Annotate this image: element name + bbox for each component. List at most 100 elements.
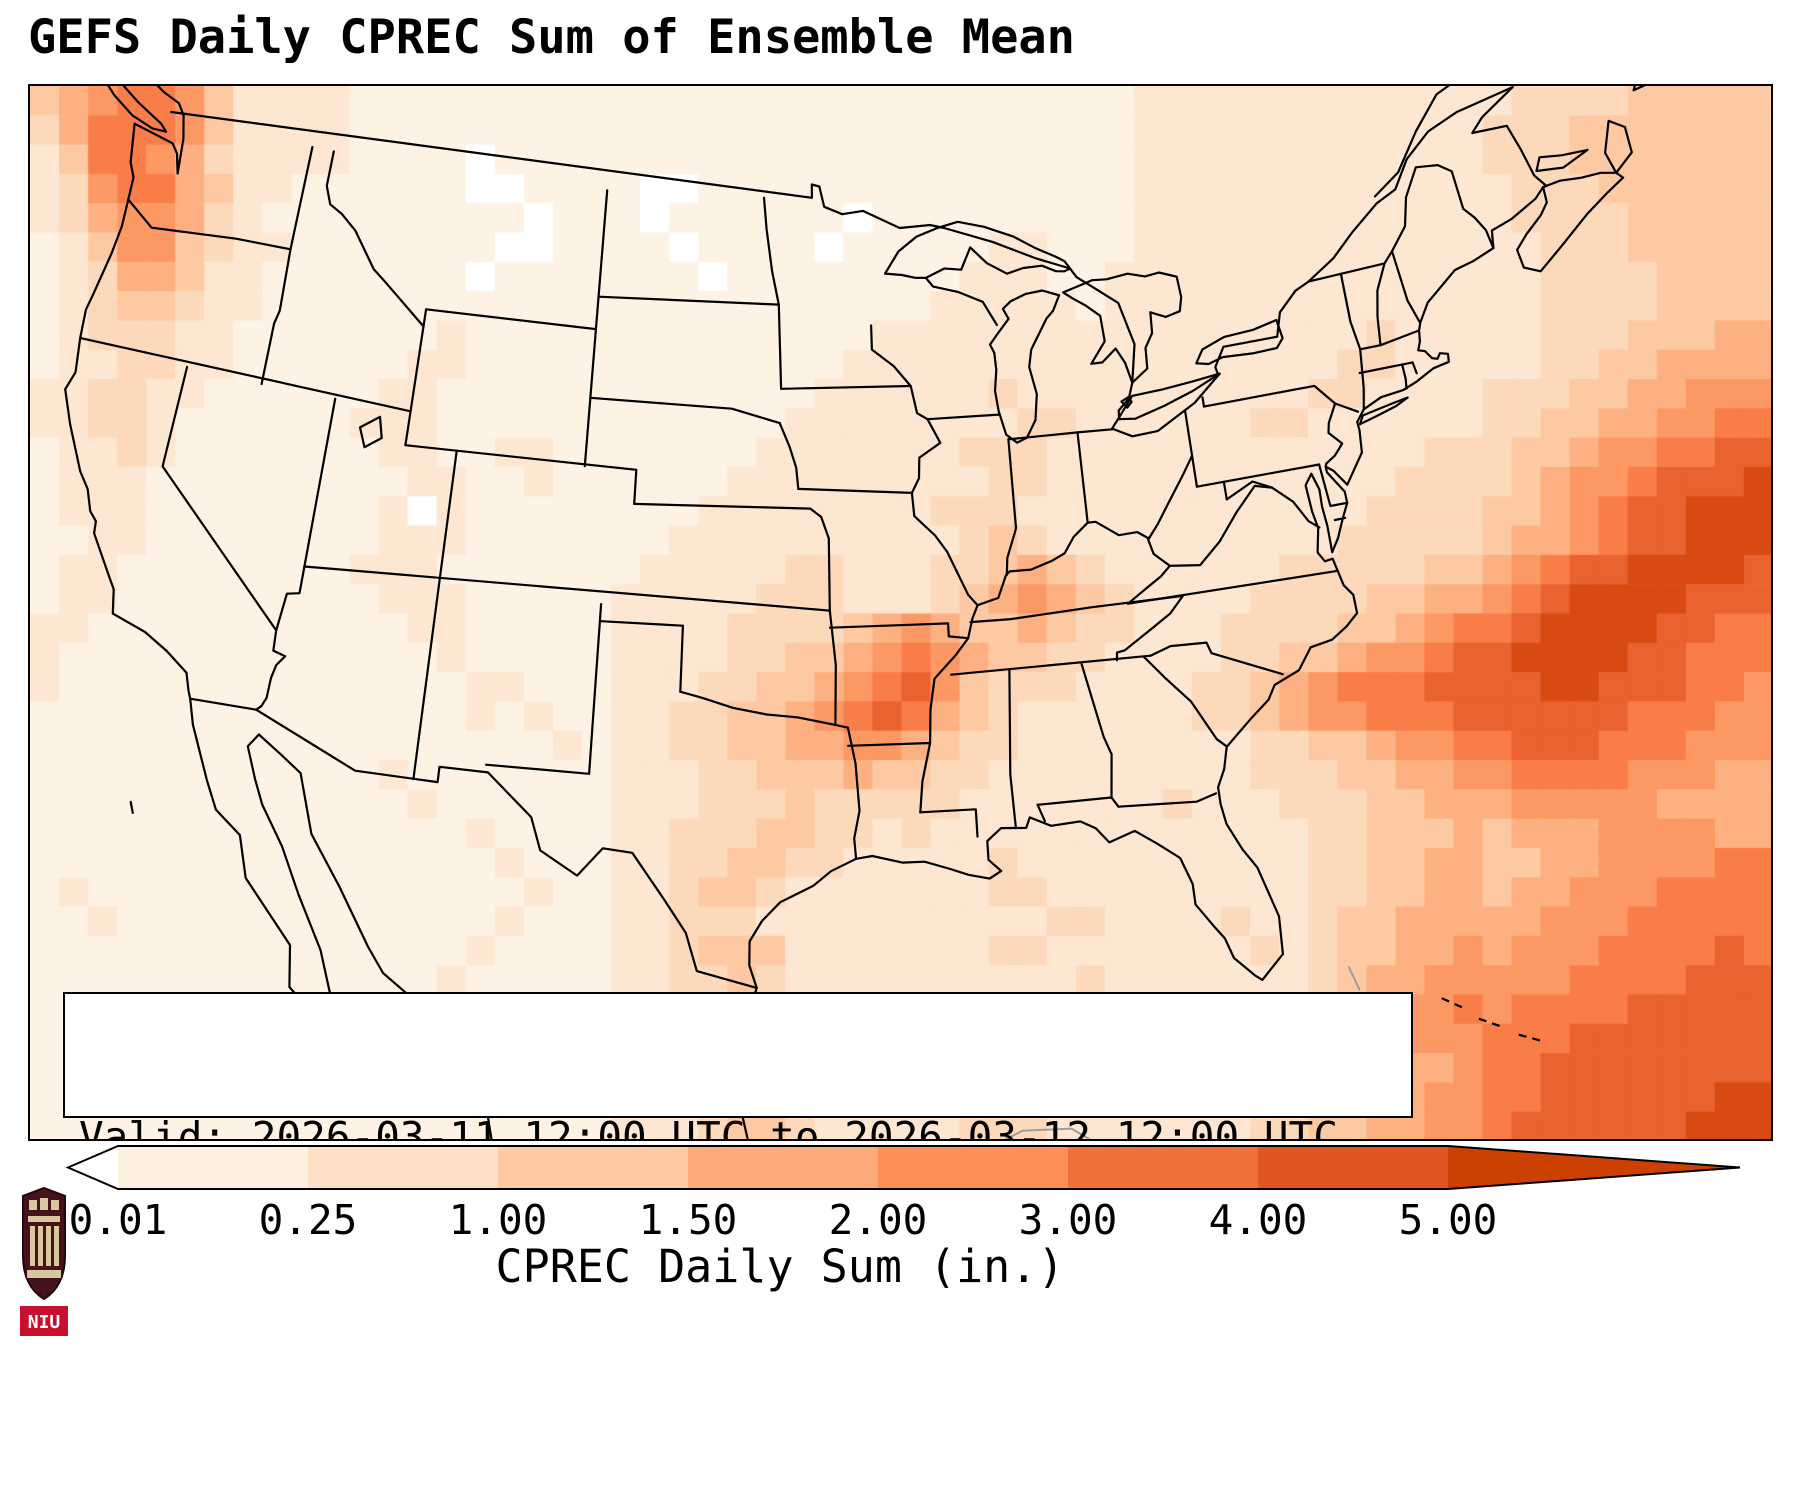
boundary-line	[1183, 409, 1198, 488]
boundary-line	[425, 308, 597, 331]
niu-banner	[20, 1306, 68, 1336]
boundary-line	[1146, 537, 1171, 567]
colorbar-tick-label: 4.00	[1208, 1196, 1308, 1244]
colorbar-ticks: 0.01 0.25 1.00 1.50 2.00 3.00 4.00 5.00	[0, 1196, 1803, 1244]
boundary-line	[597, 295, 780, 306]
boundary-line	[748, 247, 1495, 989]
boundary-line	[1168, 484, 1273, 567]
boundary-line	[589, 396, 781, 425]
boundary-line	[1008, 669, 1017, 830]
boundary-line	[161, 365, 278, 632]
colorbar-tick-label: 5.00	[1398, 1196, 1498, 1244]
small-island-dashes	[1478, 1017, 1505, 1029]
boundary-line	[834, 723, 861, 860]
colorbar-segment	[118, 1146, 308, 1189]
boundary-line	[79, 336, 412, 413]
boundary-line	[1358, 361, 1414, 375]
boundary-line	[1324, 402, 1344, 468]
boundary-line	[1376, 262, 1386, 347]
boundary-line	[950, 654, 1152, 676]
boundary-line	[1126, 569, 1339, 605]
boundary-line	[485, 763, 591, 775]
boundary-line	[884, 220, 1072, 279]
boundary-line	[1149, 641, 1284, 676]
boundary-line	[1115, 594, 1184, 662]
boundary-line	[827, 537, 837, 726]
colorbar-label: CPREC Daily Sum (in.)	[495, 1240, 1065, 1293]
colorbar	[65, 1145, 1741, 1190]
boundary-line	[1334, 402, 1360, 413]
niu-logo-text: NIU	[28, 1312, 61, 1333]
precipitation-heatmap	[30, 86, 1771, 1139]
boundary-line	[1036, 792, 1218, 808]
boundary-line	[797, 487, 913, 494]
boundary-line	[1401, 364, 1408, 390]
boundary-line	[156, 86, 185, 117]
boundary-line	[260, 145, 314, 386]
boundary-line	[633, 502, 812, 510]
boundary-line	[926, 413, 1000, 421]
niu-logo: NIU	[20, 1186, 68, 1336]
boundary-line	[1080, 663, 1113, 799]
colorbar-tick-label: 1.00	[448, 1196, 548, 1244]
colorbar-tick-label: 1.50	[638, 1196, 738, 1244]
colorbar-segment	[498, 1146, 688, 1189]
boundary-line	[1604, 119, 1633, 174]
colorbar-outline	[65, 1145, 1741, 1190]
boundary-line	[358, 415, 383, 449]
colorbar-tick-label: 3.00	[1018, 1196, 1118, 1244]
boundary-line	[1201, 396, 1206, 408]
boundary-line	[1373, 86, 1450, 198]
boundary-line	[924, 276, 998, 327]
boundary-line	[919, 808, 979, 838]
boundary-line	[1036, 803, 1046, 823]
colorbar-segment	[878, 1146, 1068, 1189]
boundary-line	[129, 800, 134, 814]
boundary-line	[255, 629, 287, 711]
boundary-line	[275, 565, 306, 632]
map: Valid: 2026-03-11 12:00 UTC to 2026-03-1…	[28, 84, 1773, 1141]
chart-title: GEFS Daily CPREC Sum of Ensemble Mean	[28, 10, 1075, 65]
colorbar-segment	[68, 1146, 118, 1189]
boundary-line	[303, 397, 337, 568]
boundary-line	[412, 586, 440, 781]
boundary-line	[170, 110, 1495, 421]
colorbar-tick-label: 0.01	[68, 1196, 168, 1244]
boundary-line	[976, 454, 1194, 607]
boundary-line	[780, 384, 912, 390]
boundary-line	[303, 565, 831, 612]
boundary-line	[1535, 148, 1589, 173]
boundary-line	[588, 603, 603, 775]
boundary-line	[189, 697, 758, 989]
boundary-line	[828, 622, 970, 640]
boundary-line	[847, 741, 932, 747]
boundary-line	[1339, 272, 1365, 411]
boundary-line	[404, 308, 428, 447]
boundary-line	[870, 324, 979, 814]
boundary-line	[1333, 516, 1347, 522]
boundary-line	[1471, 86, 1548, 188]
colorbar-tick-label: 0.25	[258, 1196, 358, 1244]
boundary-line	[1195, 318, 1284, 366]
info-box: Valid: 2026-03-11 12:00 UTC to 2026-03-1…	[63, 992, 1413, 1139]
boundary-line	[762, 196, 783, 390]
boundary-line	[599, 620, 684, 627]
boundary-line	[1007, 428, 1114, 441]
colorbar-segment	[308, 1146, 498, 1189]
boundary-line	[1222, 481, 1228, 501]
valid-time-label: Valid: 2026-03-11 12:00 UTC to 2026-03-1…	[79, 1113, 1338, 1141]
boundary-line	[988, 289, 1061, 444]
boundary-line	[583, 189, 609, 468]
boundary-line	[633, 468, 638, 505]
boundary-line	[64, 114, 192, 700]
colorbar-tick-label: 2.00	[828, 1196, 928, 1244]
boundary-line	[1225, 480, 1321, 529]
boundary-line	[1358, 396, 1409, 426]
small-island-dashes	[1441, 997, 1464, 1009]
boundary-line	[189, 697, 493, 1139]
boundary-line	[325, 150, 425, 328]
boundary-line	[127, 198, 292, 251]
map-boundaries	[64, 86, 1646, 1139]
boundary-line	[107, 86, 168, 133]
